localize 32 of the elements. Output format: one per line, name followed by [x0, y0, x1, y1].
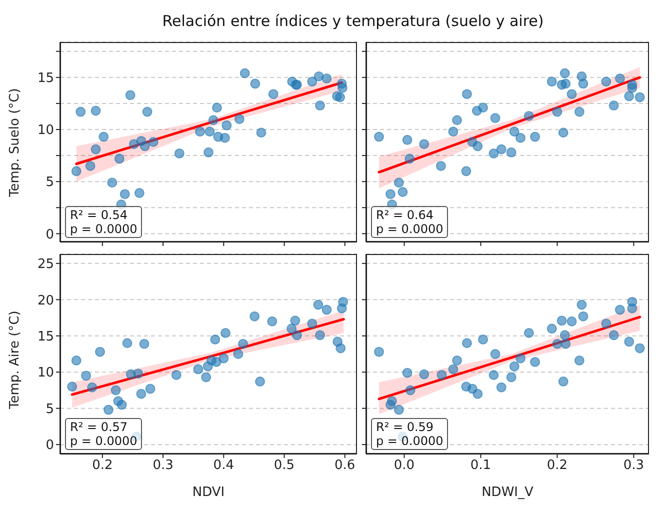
y-tick-label: 25: [37, 257, 54, 272]
y-axis-title: Temp. Suelo (°C): [8, 88, 23, 198]
y-tick-label: 0: [46, 227, 54, 242]
y-tick-label: 0: [46, 438, 54, 454]
annotation: R² = 0.57: [70, 420, 129, 434]
y-tick-label: 5: [46, 402, 54, 417]
x-tick-label: 0.0: [394, 458, 415, 474]
annotation: p = 0.0000: [376, 434, 444, 448]
x-tick-label: 0.5: [274, 458, 295, 474]
y-tick-label: 5: [46, 175, 54, 190]
annotation: p = 0.0000: [70, 434, 138, 448]
y-tick-label: 10: [37, 123, 54, 138]
x-tick-label: 0.3: [623, 458, 644, 474]
y-tick-label: 20: [37, 293, 54, 308]
y-tick-label: 10: [37, 366, 54, 381]
annotation: R² = 0.59: [376, 420, 435, 434]
x-axis-title: NDWI_V: [482, 485, 534, 500]
y-tick-label: 15: [37, 71, 54, 86]
y-tick-label: 15: [37, 330, 54, 344]
annotation: R² = 0.54: [70, 208, 129, 222]
chart-title: Relación entre índices y temperatura (suelo y aire): [162, 12, 544, 30]
y-axis-title: Temp. Aire (°C): [8, 310, 23, 410]
x-tick-label: 0.6: [334, 458, 356, 474]
annotation: p = 0.0000: [376, 222, 444, 236]
x-tick-label: 0.1: [470, 458, 492, 474]
x-tick-label: 0.2: [92, 458, 113, 474]
x-tick-label: 0.2: [546, 458, 568, 474]
x-tick-label: 0.3: [152, 458, 174, 474]
x-tick-label: 0.4: [213, 458, 234, 474]
x-axis-title: NDVI: [192, 485, 225, 500]
annotation: R² = 0.64: [376, 208, 435, 222]
annotation: p = 0.0000: [70, 222, 138, 236]
